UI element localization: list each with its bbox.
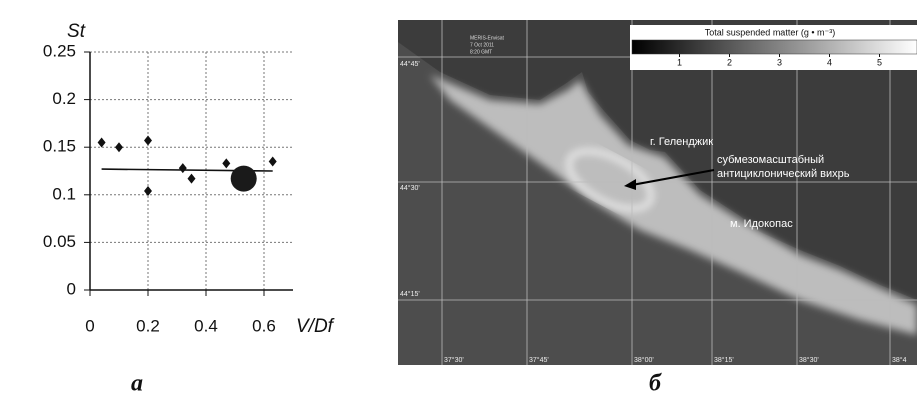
colorbar [632,40,917,54]
longitude-label: 38°15' [714,356,734,364]
colorbar-tick-label: 4 [827,57,832,67]
header-text: 8:20 GMT [470,49,492,55]
caption: б [649,371,662,397]
header-text: 7 Oct 2011 [470,42,494,48]
y-axis-label: St [67,21,86,42]
point [231,166,257,192]
scatter-chart: St V/Df 0 0.05 0.1 0.15 0.2 0.25 0 0.2 0.4 0.6 [43,21,335,337]
colorbar-title: Total suspended matter (g • m⁻³) [705,27,835,37]
colorbar-tick-label: 2 [727,57,732,67]
x-tick-label: 0 [85,316,94,335]
point [144,136,152,146]
y-tick-label: 0.25 [43,41,76,60]
point [269,156,277,166]
y-tick-label: 0 [67,279,76,298]
place-label: м. Идокопас [730,218,793,230]
colorbar-tick-label: 3 [777,57,782,67]
latitude-label: 44°15' [400,290,420,298]
latitude-label: 44°30' [400,184,420,192]
longitude-label: 38°30' [799,356,819,364]
latitude-label: 44°45' [400,60,420,68]
x-tick-label: 0.6 [252,316,276,335]
annotation: субмезомасштабный [717,154,824,166]
point [115,142,123,152]
x-tick-label: 0.2 [136,316,160,335]
point [98,137,106,147]
y-tick-label: 0.1 [52,184,76,203]
header-text: MERIS-Envisat [470,35,505,41]
annotation: антициклонический вихрь [717,168,850,180]
place-label: г. Геленджик [650,136,713,148]
longitude-label: 37°45' [529,356,549,364]
longitude-label: 37°30' [444,356,464,364]
figure: St V/Df 0 0.05 0.1 0.15 0.2 0.25 0 0.2 0.4 0.6 ME… [0,0,917,405]
caption: а [131,371,143,397]
x-tick-label: 0.4 [194,316,218,335]
point [222,158,230,168]
point [188,174,196,184]
y-tick-label: 0.05 [43,232,76,251]
longitude-label: 38°4 [892,356,907,364]
colorbar-tick-label: 5 [877,57,882,67]
y-tick-label: 0.15 [43,137,76,156]
satellite-image: MERIS-Envisat 7 Oct 2011 8:20 GMT Total … [398,20,917,365]
x-axis-label: V/Df [296,316,335,337]
longitude-label: 38°00' [634,356,654,364]
colorbar-tick-label: 1 [677,57,682,67]
point [179,163,187,173]
y-tick-label: 0.2 [52,89,76,108]
